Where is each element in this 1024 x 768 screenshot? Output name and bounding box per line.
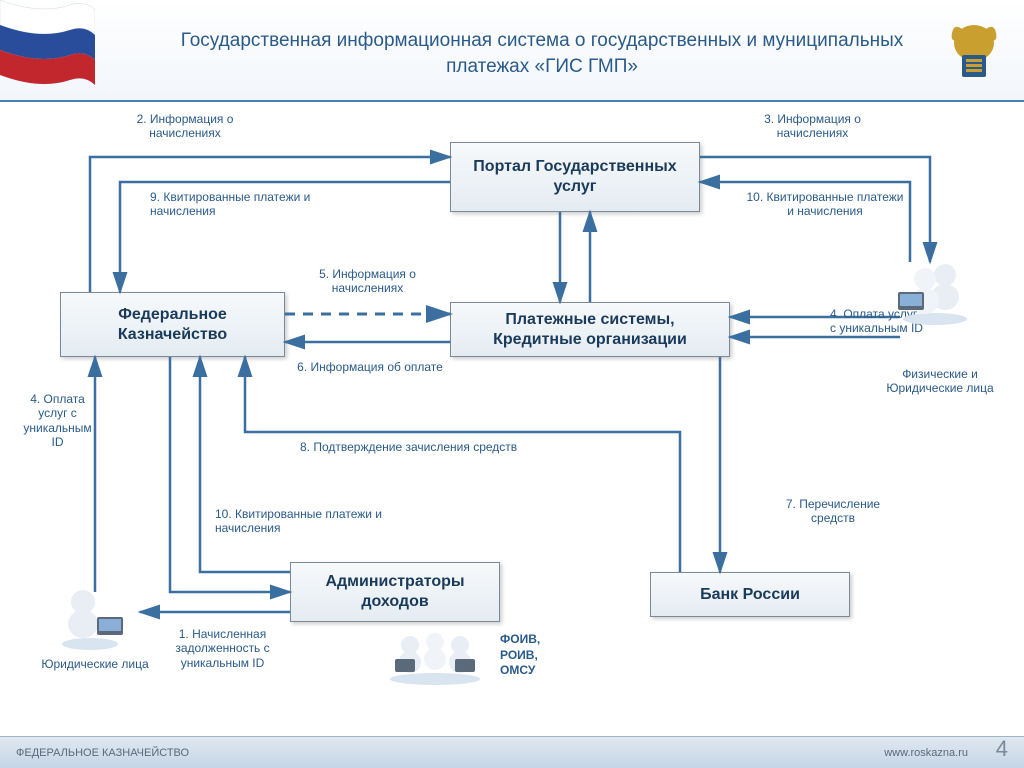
edge-label-2: 2. Информация о начислениях bbox=[115, 112, 255, 141]
node-payments: Платежные системы, Кредитные организации bbox=[450, 302, 730, 357]
actor-phys-icon bbox=[890, 257, 980, 327]
diagram-canvas: Портал Государственных услуг Федеральное… bbox=[0, 102, 1024, 722]
actor-phys-label: Физические и Юридические лица bbox=[880, 367, 1000, 396]
actor-legal-icon bbox=[55, 582, 135, 652]
page-number: 4 bbox=[996, 736, 1008, 762]
node-portal: Портал Государственных услуг bbox=[450, 142, 700, 212]
edge-label-5: 5. Информация о начислениях bbox=[290, 267, 445, 296]
page-title: Государственная информационная система о… bbox=[180, 28, 904, 79]
footer: ФЕДЕРАЛЬНОЕ КАЗНАЧЕЙСТВО www.roskazna.ru bbox=[0, 736, 1024, 768]
footer-left: ФЕДЕРАЛЬНОЕ КАЗНАЧЕЙСТВО bbox=[16, 747, 189, 759]
edge-label-6: 6. Информация об оплате bbox=[290, 360, 450, 374]
emblem-icon bbox=[944, 15, 1004, 85]
node-bank: Банк России bbox=[650, 572, 850, 617]
actor-foiv-icon bbox=[380, 627, 490, 687]
edge-label-4a: 4. Оплата услуг с уникальным ID bbox=[20, 392, 95, 450]
foiv-label: ФОИВ, РОИВ, ОМСУ bbox=[500, 632, 540, 679]
edge-label-10b: 10. Квитированные платежи и начисления bbox=[215, 507, 435, 536]
footer-right: www.roskazna.ru bbox=[884, 747, 968, 759]
edge-label-1: 1. Начисленная задолженность с уникальны… bbox=[160, 627, 285, 670]
flag-icon bbox=[0, 0, 95, 100]
actor-legal-label: Юридические лица bbox=[40, 657, 150, 671]
edge-label-9: 9. Квитированные платежи и начисления bbox=[150, 190, 350, 219]
node-treasury: Федеральное Казначейство bbox=[60, 292, 285, 357]
edge-label-8: 8. Подтверждение зачисления средств bbox=[300, 440, 600, 454]
edge-label-7: 7. Перечисление средств bbox=[768, 497, 898, 526]
node-admins: Администраторы доходов bbox=[290, 562, 500, 622]
edge-label-3: 3. Информация о начислениях bbox=[740, 112, 885, 141]
edge-label-10a: 10. Квитированные платежи и начисления bbox=[745, 190, 905, 219]
